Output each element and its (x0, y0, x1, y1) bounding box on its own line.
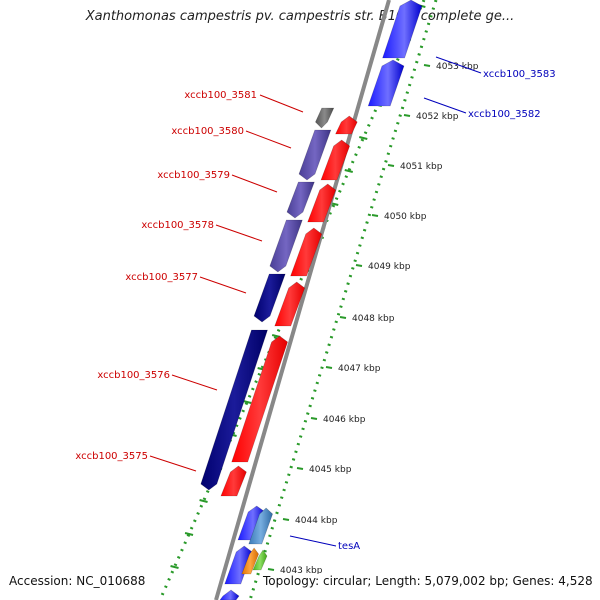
gene-label: xccb100_3577 (125, 272, 198, 283)
major-tick (355, 264, 363, 267)
gene-label: xccb100_3578 (141, 220, 214, 231)
gene-label: xccb100_3583 (483, 69, 556, 80)
feature-block-3583 (382, 0, 423, 59)
feature-block-dark (298, 129, 332, 181)
tick-layer: 4053 kbp 4052 kbp 4051 kbp 4050 kbp 4049 kbp… (267, 62, 479, 576)
gene-label-leader (215, 224, 263, 242)
feature-block-orange (241, 547, 259, 575)
feature-arrow-red (335, 115, 358, 135)
tick-label: 4052 kbp (416, 112, 459, 122)
tick-label: 4050 kbp (384, 212, 427, 222)
gene-label-leader (423, 97, 467, 114)
feature-arrow-red (220, 465, 247, 497)
feature-block-dark (315, 107, 335, 129)
gene-label-leader (245, 130, 292, 149)
gene-label-leader (199, 276, 247, 294)
gene-label-layer: xccb100_3583 xccb100_3582 xccb100_3581xccb… (75, 56, 556, 552)
inner-dotted-ring (248, 0, 438, 600)
minor-tick (344, 169, 354, 173)
tick-label: 4048 kbp (352, 314, 395, 324)
feature-arrow-red (290, 227, 323, 277)
major-tick (325, 366, 333, 369)
tick-label: 4044 kbp (295, 516, 338, 526)
tick-label: 4049 kbp (368, 262, 411, 272)
genome-summary-text: Topology: circular; Length: 5,079,002 bp… (261, 574, 593, 588)
feature-block-dark (286, 181, 315, 219)
major-tick (371, 214, 379, 217)
tick-label: 4053 kbp (436, 62, 479, 72)
gene-label: xccb100_3580 (171, 126, 244, 137)
gene-label-leader (171, 374, 218, 391)
major-tick (403, 114, 411, 117)
accession-text: Accession: NC_010688 (9, 574, 146, 588)
gene-label: xccb100_3579 (157, 170, 230, 181)
feature-block-steel (248, 507, 273, 545)
gene-label: xccb100_3576 (97, 370, 170, 381)
minor-tick (184, 532, 194, 536)
dotted-ring-layer (158, 0, 438, 600)
gene-label: xccb100_3582 (468, 109, 541, 120)
tick-label: 4043 kbp (280, 566, 323, 576)
gene-label-leader (149, 455, 197, 472)
feature-block-dark (200, 329, 268, 491)
backbone-layer (214, 0, 391, 600)
major-tick (387, 164, 395, 167)
gene-label-leader (259, 94, 304, 113)
feature-arrow-red (320, 139, 351, 181)
gene-label: xccb100_3581 (184, 90, 257, 101)
tick-label: 4045 kbp (309, 465, 352, 475)
gene-label: xccb100_3575 (75, 451, 148, 462)
feature-arrow-red (231, 335, 288, 463)
gene-label-leader (231, 174, 278, 193)
genome-backbone (214, 0, 391, 600)
major-tick (282, 518, 290, 521)
major-tick (296, 467, 304, 470)
major-tick (310, 417, 318, 420)
feature-arrow-red (274, 281, 306, 327)
feature-block-green (252, 549, 268, 571)
gene-label-leader (435, 56, 482, 74)
feature-block-blue-edge (219, 589, 240, 600)
feature-arrow-red (307, 183, 337, 223)
major-tick (423, 64, 431, 67)
tick-label: 4046 kbp (323, 415, 366, 425)
minor-tick (359, 136, 368, 140)
feature-block-3582 (367, 59, 405, 107)
feature-block-dark (269, 219, 303, 273)
tick-label: 4051 kbp (400, 162, 443, 172)
minor-tick (170, 565, 179, 569)
tick-label: 4047 kbp (338, 364, 381, 374)
minor-tick (242, 400, 252, 404)
gene-label-leader (289, 535, 337, 547)
major-tick (267, 568, 275, 571)
gene-label: tesA (338, 541, 360, 552)
minor-tick (199, 499, 208, 503)
feature-layer (200, 0, 423, 600)
major-tick (339, 316, 347, 319)
feature-block-dark (253, 273, 286, 323)
